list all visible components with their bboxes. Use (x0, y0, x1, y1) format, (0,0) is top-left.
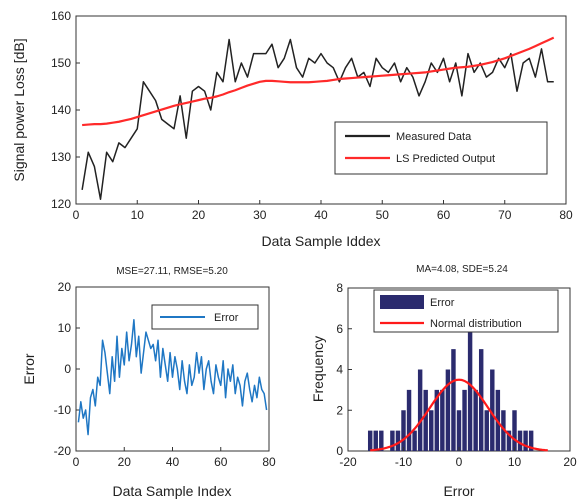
normal-curve-group (370, 378, 548, 452)
histogram-bar (440, 389, 445, 451)
legend-normal-label: Normal distribution (430, 318, 522, 330)
error-x-tick-label: 20 (118, 455, 132, 469)
top-plot-area (75, 15, 567, 205)
histogram-x-tick-label: 20 (563, 455, 577, 469)
error-y-tick-label: -10 (54, 403, 72, 417)
histogram-y-tick-label: 2 (336, 403, 343, 417)
measured-data-line (81, 38, 554, 201)
histogram-bar (373, 430, 378, 451)
error-axis-ticks: 0 20 40 60 80 -20 -10 0 10 20 (54, 280, 276, 469)
error-x-tick-label: 80 (262, 455, 276, 469)
top-x-axis-label: Data Sample Iddex (261, 233, 380, 249)
histogram-bar (501, 410, 506, 451)
top-x-tick-label: 30 (253, 208, 267, 222)
top-y-tick-label: 140 (51, 103, 71, 117)
error-series-lines (77, 319, 268, 436)
error-y-tick-label: 10 (58, 321, 72, 335)
histogram-bar (390, 430, 395, 451)
histogram-bar (412, 430, 417, 451)
histogram-chart: MA=4.08, SDE=5.24 -20 -10 0 10 20 0 2 4 6 8 Error… (310, 264, 577, 499)
top-legend: Measured Data LS Predicted Output (334, 121, 548, 175)
error-y-tick-label: -20 (54, 444, 72, 458)
histogram-bar (434, 389, 440, 451)
histogram-bar (473, 389, 478, 451)
histogram-legend: Error Normal distribution (373, 289, 559, 333)
top-y-tick-label: 130 (51, 150, 71, 164)
top-x-tick-label: 50 (376, 208, 390, 222)
histogram-y-tick-label: 0 (336, 444, 343, 458)
error-line (77, 319, 268, 436)
histogram-bar (429, 410, 434, 451)
ls-predicted-line (82, 36, 555, 127)
histogram-bar (417, 369, 423, 451)
top-y-tick-label: 160 (51, 9, 71, 23)
histogram-bar (367, 430, 373, 451)
histogram-bar (379, 430, 384, 451)
error-y-tick-label: 0 (64, 362, 71, 376)
legend-hist-error-label: Error (430, 297, 455, 309)
top-x-tick-label: 80 (559, 208, 573, 222)
error-legend: Error (151, 304, 259, 330)
error-y-tick-label: 20 (58, 280, 72, 294)
histogram-bar (517, 430, 523, 451)
legend-predicted-label: LS Predicted Output (396, 153, 495, 165)
histogram-y-tick-label: 8 (336, 281, 343, 295)
histogram-bar (467, 328, 473, 451)
histogram-x-tick-label: 10 (508, 455, 522, 469)
top-x-tick-label: 60 (437, 208, 451, 222)
top-axis-ticks: 0 10 20 30 40 50 60 70 80 120 130 140 150 160 (51, 9, 573, 222)
histogram-axis-ticks: -20 -10 0 10 20 0 2 4 6 8 (336, 281, 577, 469)
top-y-tick-label: 120 (51, 197, 71, 211)
histogram-bar (462, 389, 467, 451)
normal-distribution-curve (370, 378, 548, 452)
histogram-bar (401, 410, 406, 451)
histogram-x-tick-label: -20 (339, 455, 357, 469)
histogram-bar (523, 430, 528, 451)
histogram-x-axis-label: Error (443, 483, 474, 499)
histogram-y-axis-label: Frequency (310, 336, 326, 402)
top-series-lines (81, 36, 555, 201)
histogram-bar (406, 389, 412, 451)
top-y-axis-label: Signal power Loss [dB] (11, 38, 27, 181)
histogram-bar (528, 430, 534, 451)
top-y-tick-label: 150 (51, 56, 71, 70)
top-chart: 0 10 20 30 40 50 60 70 80 120 130 140 150 160 Measure… (11, 9, 573, 249)
top-x-tick-label: 0 (73, 208, 80, 222)
histogram-bar (478, 349, 484, 451)
legend-bar-swatch (380, 295, 424, 309)
histogram-bar (456, 410, 462, 451)
histogram-bar (484, 410, 489, 451)
histogram-title: MA=4.08, SDE=5.24 (416, 264, 508, 275)
histogram-bar (506, 430, 512, 451)
top-x-tick-label: 20 (192, 208, 206, 222)
error-x-axis-label: Data Sample Index (112, 483, 231, 499)
histogram-bar (490, 369, 495, 451)
histogram-x-tick-label: -10 (395, 455, 413, 469)
legend-measured-label: Measured Data (396, 131, 472, 143)
top-x-tick-label: 40 (314, 208, 328, 222)
error-x-tick-label: 0 (73, 455, 80, 469)
top-x-tick-label: 70 (498, 208, 512, 222)
error-chart-title: MSE=27.11, RMSE=5.20 (116, 266, 228, 277)
histogram-bar (451, 349, 456, 451)
histogram-y-tick-label: 6 (336, 322, 343, 336)
error-x-tick-label: 60 (214, 455, 228, 469)
histogram-bar (445, 369, 451, 451)
histogram-y-tick-label: 4 (336, 363, 343, 377)
error-y-axis-label: Error (21, 353, 37, 384)
histogram-bar (395, 430, 401, 451)
top-x-tick-label: 10 (131, 208, 145, 222)
legend-error-label: Error (214, 312, 239, 324)
error-x-tick-label: 40 (166, 455, 180, 469)
histogram-x-tick-label: 0 (456, 455, 463, 469)
histogram-bar (512, 410, 517, 451)
histogram-bar (423, 389, 428, 451)
error-chart: MSE=27.11, RMSE=5.20 0 20 40 60 80 -20 -10 0 10 2… (21, 266, 276, 499)
histogram-bars (367, 328, 534, 451)
top-legend-box (334, 121, 548, 175)
